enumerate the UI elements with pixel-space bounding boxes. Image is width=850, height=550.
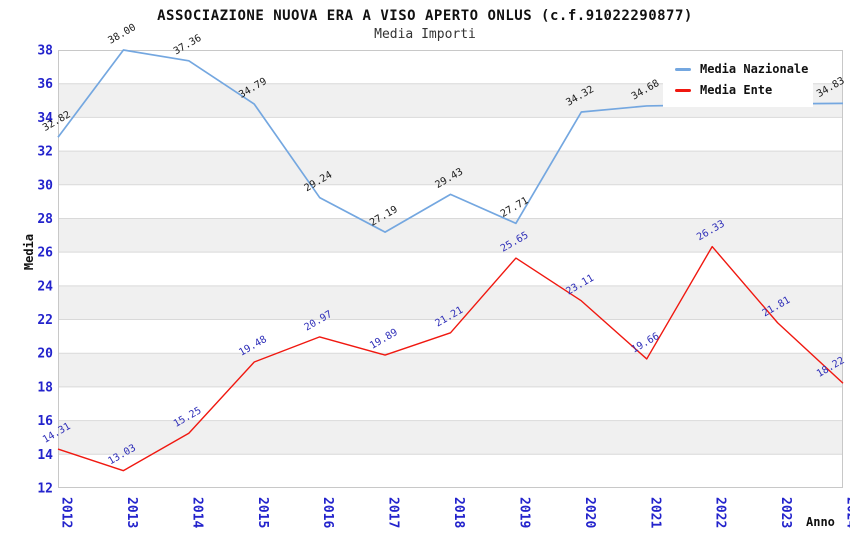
- plot-border: [58, 50, 843, 488]
- y-tick-label: 34: [37, 111, 53, 126]
- x-tick-label: 2012: [59, 497, 74, 528]
- x-tick-label: 2016: [320, 497, 335, 528]
- plot-band: [58, 386, 843, 421]
- x-tick-label: 2020: [582, 497, 597, 528]
- x-tick-label: 2023: [778, 497, 793, 528]
- legend-label-media-nazionale: Media Nazionale: [700, 62, 809, 76]
- legend-label-media-ente: Media Ente: [700, 83, 773, 97]
- y-tick-label: 14: [37, 448, 53, 463]
- x-tick-label: 2021: [647, 497, 662, 528]
- y-tick-label: 30: [37, 178, 53, 193]
- x-tick-label: 2018: [451, 497, 466, 528]
- x-tick-label: 2014: [189, 497, 204, 528]
- x-tick-label: 2022: [713, 497, 728, 528]
- y-tick-label: 18: [37, 380, 53, 395]
- x-tick-label: 2015: [255, 497, 270, 528]
- y-tick-label: 26: [37, 246, 53, 261]
- y-tick-label: 16: [37, 414, 53, 429]
- x-tick-label: 2013: [124, 497, 139, 528]
- media-nazionale-line-marker: [675, 67, 691, 71]
- plot-band: [58, 454, 843, 488]
- chart-subtitle: Media Importi: [374, 27, 476, 42]
- y-tick-label: 22: [37, 313, 53, 328]
- plot-band: [58, 285, 843, 320]
- plot-band: [58, 117, 843, 152]
- x-axis-title: Anno: [806, 515, 835, 529]
- chart-title: ASSOCIAZIONE NUOVA ERA A VISO APERTO ONL…: [157, 8, 693, 24]
- legend: Media Nazionale Media Ente: [663, 52, 813, 107]
- plot-band: [58, 319, 843, 354]
- plot-band: [58, 184, 843, 219]
- y-tick-label: 32: [37, 145, 53, 160]
- plot-band: [58, 218, 843, 253]
- x-tick-label: 2019: [516, 497, 531, 528]
- plot-band: [58, 151, 843, 185]
- legend-item-media-nazionale: Media Nazionale: [675, 62, 813, 76]
- y-tick-label: 28: [37, 212, 53, 227]
- y-tick-label: 20: [37, 347, 53, 362]
- y-tick-label: 38: [37, 44, 53, 59]
- y-tick-label: 24: [37, 279, 53, 294]
- series-line-media-ente: [57, 245, 844, 472]
- media-ente-line-marker: [675, 88, 691, 92]
- data-point-label: 38.00: [106, 22, 138, 47]
- x-tick-label: 2017: [386, 497, 401, 528]
- plot-band: [58, 420, 843, 455]
- y-tick-label: 36: [37, 77, 53, 92]
- x-tick-label: 2024: [844, 497, 850, 528]
- y-axis-title: Media: [22, 233, 36, 271]
- plot-band: [58, 353, 843, 387]
- plot-band: [58, 252, 843, 286]
- legend-item-media-ente: Media Ente: [675, 83, 813, 97]
- y-tick-label: 12: [37, 482, 53, 497]
